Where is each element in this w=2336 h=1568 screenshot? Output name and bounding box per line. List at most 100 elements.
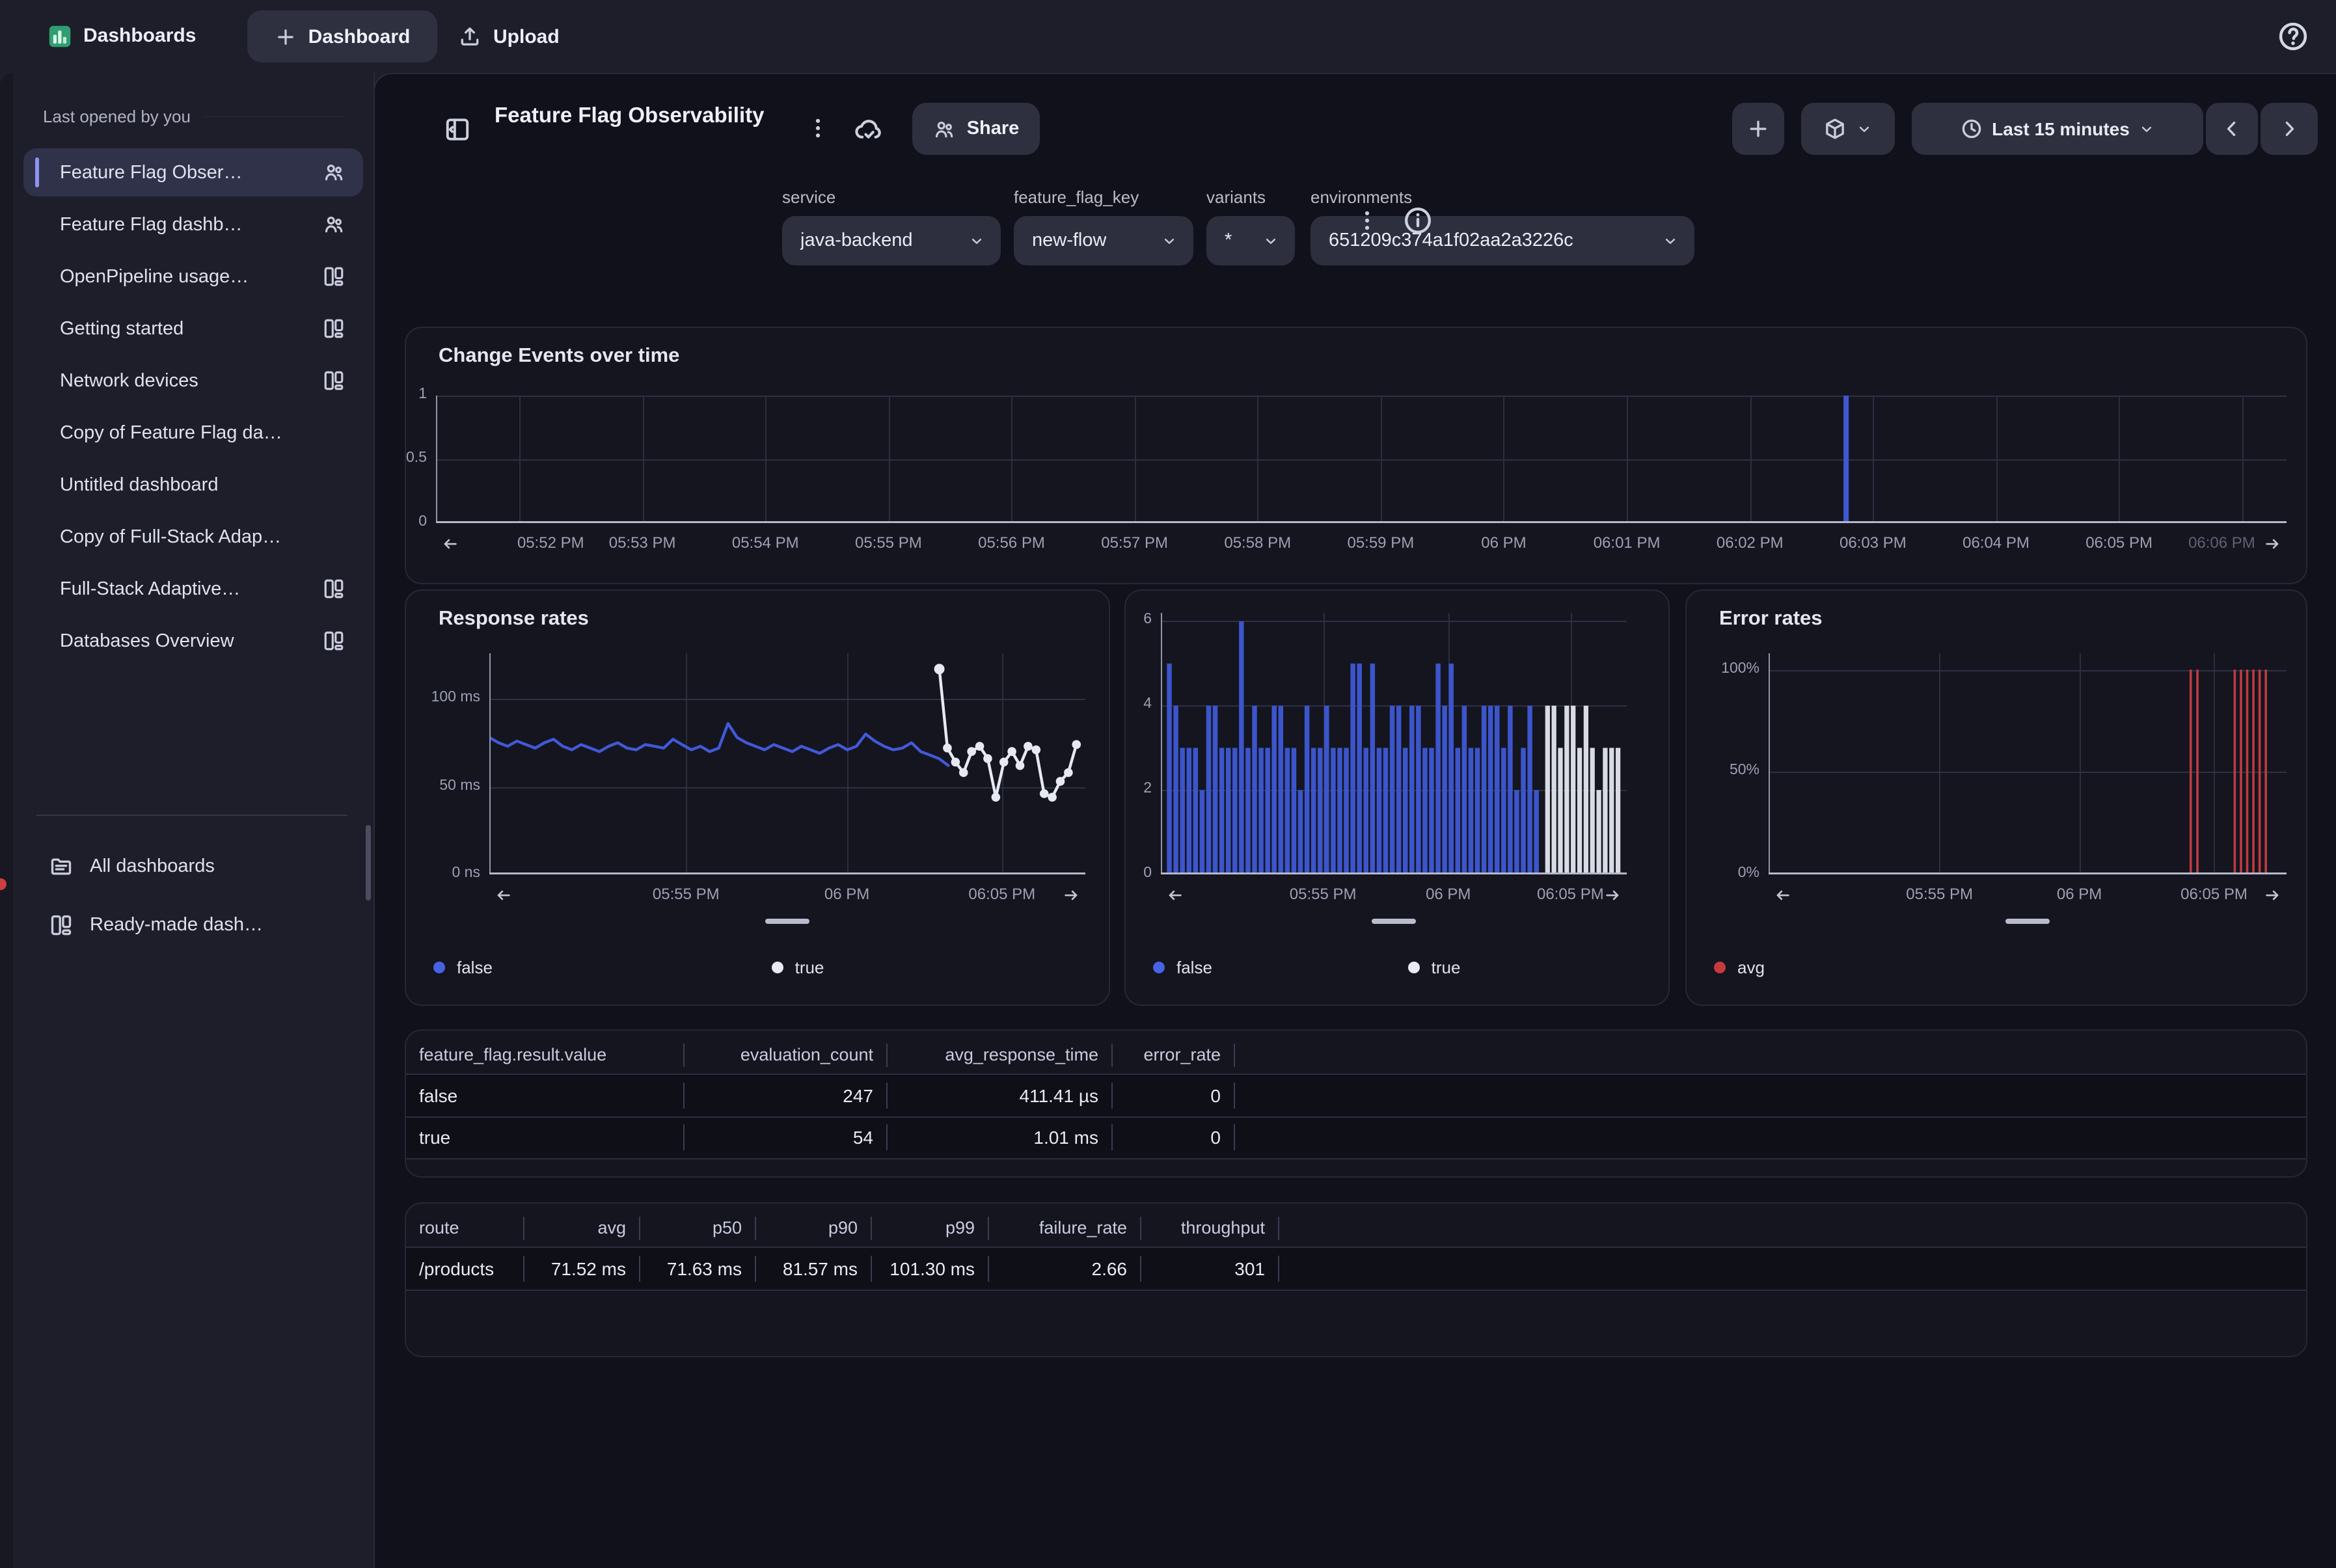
arrow-left-icon[interactable] [441, 535, 459, 553]
filter-variants: variants* [1206, 187, 1295, 265]
sidebar-item-all-dashboards[interactable]: All dashboards [23, 839, 363, 894]
visualization-picker-button[interactable] [1801, 103, 1895, 155]
cloud-sync-icon[interactable] [854, 116, 882, 144]
column-header[interactable]: p90 [756, 1217, 872, 1240]
sidebar-item-ready-made-dash-[interactable]: Ready-made dash… [23, 898, 363, 953]
filters-kebab-icon[interactable] [1355, 208, 1379, 233]
arrow-left-icon[interactable] [1166, 886, 1184, 904]
top-bar: Dashboards Dashboard Upload [0, 0, 2336, 73]
sidebar-item[interactable]: Feature Flag dashb… [23, 200, 363, 249]
time-forward-button[interactable] [2261, 103, 2318, 155]
y-axis-tick: 50 ms [439, 777, 480, 793]
zoom-handle[interactable] [2005, 919, 2050, 924]
share-label: Share [967, 118, 1020, 139]
sidebar-scrollbar[interactable] [366, 825, 371, 900]
legend-item-true[interactable]: true [772, 958, 824, 977]
column-header[interactable]: throughput [1141, 1217, 1279, 1240]
column-header[interactable]: feature_flag.result.value [406, 1044, 685, 1067]
legend-dot [772, 962, 783, 973]
chart-plot-area[interactable] [1769, 653, 2287, 874]
sidebar-section-heading: Last opened by you [43, 107, 345, 126]
sidebar-item[interactable]: Getting started [23, 304, 363, 353]
sidebar-item[interactable]: Copy of Feature Flag da… [23, 409, 363, 457]
chart-plot-area[interactable] [1161, 613, 1627, 874]
filter-label: environments [1311, 187, 1694, 207]
legend-item-false[interactable]: false [1153, 958, 1212, 977]
x-axis-tick: 06:01 PM [1594, 534, 1661, 552]
column-header[interactable]: route [406, 1217, 524, 1240]
sidebar-item[interactable]: Feature Flag Obser… [23, 148, 363, 196]
legend-item-avg[interactable]: avg [1714, 958, 1765, 977]
column-header[interactable]: failure_rate [989, 1217, 1141, 1240]
sidebar-item[interactable]: Full-Stack Adaptive… [23, 565, 363, 613]
legend-dot [1153, 962, 1165, 973]
dashboard-tab[interactable]: Dashboard [247, 10, 437, 62]
filter-label: service [782, 187, 1001, 207]
column-header[interactable]: evaluation_count [685, 1044, 888, 1067]
legend-dot [433, 962, 445, 973]
table-cell: 71.52 ms [524, 1256, 640, 1281]
chart-legend: false true [406, 958, 1109, 984]
arrow-left-icon[interactable] [495, 886, 513, 904]
column-header[interactable]: avg [524, 1217, 640, 1240]
legend-label: true [1432, 958, 1461, 977]
arrow-right-icon[interactable] [2263, 886, 2281, 904]
legend-item-true[interactable]: true [1408, 958, 1461, 977]
plus-icon [275, 25, 297, 47]
table-cell: false [406, 1083, 685, 1108]
legend-label: false [1176, 958, 1212, 977]
column-header[interactable]: p50 [640, 1217, 756, 1240]
sidebar-item-label: Network devices [60, 370, 323, 391]
zoom-handle[interactable] [1372, 919, 1416, 924]
sidebar-item-label: OpenPipeline usage… [60, 266, 323, 287]
legend-item-false[interactable]: false [433, 958, 493, 977]
time-back-button[interactable] [2206, 103, 2258, 155]
sidebar-item-label: Databases Overview [60, 630, 323, 651]
arrow-left-icon[interactable] [1774, 886, 1792, 904]
share-button[interactable]: Share [912, 103, 1040, 155]
sidebar-item-label: Untitled dashboard [60, 474, 345, 495]
x-axis-tick: 06:03 PM [1840, 534, 1907, 552]
add-panel-button[interactable] [1732, 103, 1784, 155]
arrow-right-icon[interactable] [1062, 886, 1080, 904]
arrow-right-icon[interactable] [2263, 535, 2281, 553]
chev-down-icon [968, 232, 985, 249]
y-axis-tick: 0.5 [406, 450, 427, 466]
chev-right-icon [2277, 117, 2301, 141]
flag-results-table: feature_flag.result.valueevaluation_coun… [405, 1029, 2307, 1178]
sidebar-item[interactable]: Network devices [23, 357, 363, 405]
chart-plot-area[interactable] [489, 653, 1085, 874]
collapse-sidebar-icon[interactable] [444, 116, 471, 143]
x-axis-tick: 05:57 PM [1101, 534, 1168, 552]
filters-info-icon[interactable] [1403, 206, 1433, 236]
upload-button[interactable]: Upload [458, 10, 560, 62]
chart-legend: avg [1687, 958, 2306, 984]
upload-icon [458, 25, 482, 48]
time-range-button[interactable]: Last 15 minutes [1912, 103, 2203, 155]
y-axis-tick: 6 [1143, 612, 1152, 628]
chart-legend: false true [1126, 958, 1668, 984]
y-axis-tick: 100 ms [431, 690, 480, 705]
kebab-menu-icon[interactable] [806, 116, 830, 141]
column-header[interactable]: avg_response_time [888, 1044, 1113, 1067]
sidebar-item[interactable]: Databases Overview [23, 617, 363, 665]
upload-label: Upload [493, 25, 560, 47]
sidebar-item[interactable]: OpenPipeline usage… [23, 252, 363, 301]
share-users-icon [933, 118, 955, 140]
filter-select-feature_flag_key[interactable]: new-flow [1014, 216, 1193, 265]
column-header[interactable]: error_rate [1113, 1044, 1235, 1067]
filter-select-service[interactable]: java-backend [782, 216, 1001, 265]
zoom-handle[interactable] [765, 919, 809, 924]
evaluations-chart: 642005:55 PM06 PM06:05 PM [1126, 591, 1668, 1005]
sidebar-item[interactable]: Copy of Full-Stack Adap… [23, 513, 363, 561]
sidebar-item[interactable]: Untitled dashboard [23, 461, 363, 509]
filter-select-variants[interactable]: * [1206, 216, 1295, 265]
column-header[interactable]: p99 [872, 1217, 989, 1240]
table-cell: 54 [685, 1125, 888, 1150]
folder-icon [49, 855, 73, 878]
arrow-right-icon[interactable] [1603, 886, 1622, 904]
help-icon[interactable] [2277, 21, 2309, 52]
x-axis-tick: 05:59 PM [1347, 534, 1414, 552]
chart-plot-area[interactable] [436, 396, 2287, 523]
response-rates-chart: 100 ms50 ms0 ns05:55 PM06 PM06:05 PM [406, 591, 1109, 1005]
